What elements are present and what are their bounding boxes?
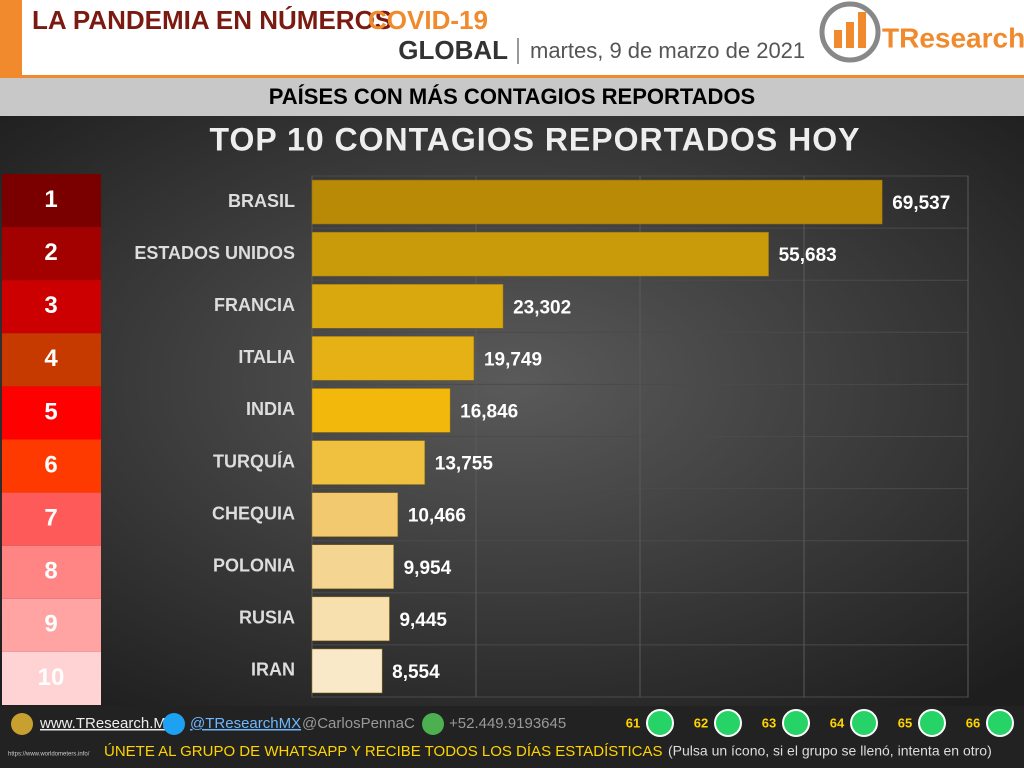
bar <box>311 648 383 694</box>
rank-cell <box>2 333 101 387</box>
rank-cell <box>2 439 101 493</box>
category-label: TURQUÍA <box>213 450 295 471</box>
cta-note: (Pulsa un ícono, si el grupo se llenó, i… <box>668 743 992 759</box>
rank-label: 6 <box>44 451 57 478</box>
category-label: FRANCIA <box>214 295 295 315</box>
whatsapp-button[interactable] <box>850 709 878 737</box>
rank-cell <box>2 598 101 652</box>
web-icon <box>11 713 33 735</box>
whatsapp-button[interactable] <box>714 709 742 737</box>
group-number: 63 <box>762 715 776 730</box>
value-label: 55,683 <box>779 245 837 266</box>
rank-label: 1 <box>44 186 57 213</box>
logo-text: TResearch <box>882 22 1024 53</box>
rank-cell <box>2 386 101 440</box>
twitter-link[interactable]: @TResearchMX <box>190 715 301 732</box>
logo-bar <box>858 12 866 48</box>
whatsapp-button[interactable] <box>782 709 810 737</box>
rank-label: 3 <box>44 292 57 319</box>
value-label: 19,749 <box>484 349 542 370</box>
rank-label: 9 <box>44 611 57 638</box>
accent-strip <box>0 0 22 75</box>
group-number: 65 <box>898 715 912 730</box>
rank-cell <box>2 651 101 705</box>
rank-label: 2 <box>44 239 57 266</box>
bar <box>311 544 394 589</box>
rank-cell <box>2 492 101 546</box>
whatsapp-button[interactable] <box>986 709 1014 737</box>
category-label: ESTADOS UNIDOS <box>134 243 295 263</box>
value-label: 9,954 <box>404 558 452 579</box>
rank-label: 10 <box>38 664 65 691</box>
chart-title: TOP 10 CONTAGIOS REPORTADOS HOY <box>210 121 861 157</box>
value-label: 9,445 <box>399 610 447 631</box>
bar <box>311 388 451 433</box>
category-label: ITALIA <box>238 347 295 367</box>
bar <box>311 231 769 277</box>
bar <box>311 336 475 381</box>
rank-label: 8 <box>44 558 57 585</box>
category-label: CHEQUIA <box>212 503 295 523</box>
category-label: BRASIL <box>228 191 295 211</box>
value-label: 10,466 <box>408 506 466 527</box>
header-date: martes, 9 de marzo de 2021 <box>530 38 805 63</box>
source: https://www.worldometers.info/ <box>8 752 90 758</box>
logo-bar <box>846 22 854 48</box>
bar <box>311 492 399 537</box>
rank-cell <box>2 545 101 599</box>
header-title: LA PANDEMIA EN NÚMEROS <box>32 5 392 35</box>
header-scope: GLOBAL <box>398 35 508 65</box>
phone: +52.449.9193645 <box>449 715 566 732</box>
whatsapp-button[interactable] <box>918 709 946 737</box>
category-label: POLONIA <box>213 556 295 576</box>
category-label: RUSIA <box>239 608 295 628</box>
bar <box>311 596 390 642</box>
logo-bar <box>834 30 842 48</box>
cta: ÚNETE AL GRUPO DE WHATSAPP Y RECIBE TODO… <box>104 743 662 760</box>
whatsapp-button[interactable] <box>646 709 674 737</box>
twitter2: @CarlosPennaC <box>302 715 415 732</box>
value-label: 13,755 <box>435 454 494 475</box>
value-label: 69,537 <box>892 193 950 214</box>
value-label: 23,302 <box>513 297 571 318</box>
group-number: 64 <box>830 715 845 730</box>
bar <box>311 440 426 485</box>
rank-cell <box>2 280 101 334</box>
category-label: INDIA <box>246 399 295 419</box>
banner <box>0 78 1024 116</box>
header-topic: COVID-19 <box>368 5 488 35</box>
rank-label: 7 <box>44 504 57 531</box>
twitter-icon <box>163 713 185 735</box>
rank-label: 4 <box>44 345 58 372</box>
banner-text: PAÍSES CON MÁS CONTAGIOS REPORTADOS <box>269 84 755 109</box>
bar <box>311 179 883 225</box>
rank-label: 5 <box>44 398 57 425</box>
chart: 1 2 3 4 5 6 7 8 9 10 BRASIL 69,537 ESTADOS UNIDOS 55,… <box>2 174 969 705</box>
value-label: 16,846 <box>460 401 518 422</box>
group-number: 62 <box>694 715 708 730</box>
group-number: 66 <box>966 715 980 730</box>
category-label: IRAN <box>251 660 295 680</box>
logo-ring <box>819 1 881 63</box>
rank-cell <box>2 174 101 228</box>
phone-icon <box>422 713 444 735</box>
site-link[interactable]: www.TResearch.Mx <box>39 715 174 732</box>
header-rule <box>0 75 1024 78</box>
bar <box>311 284 504 329</box>
rank-cell <box>2 227 101 281</box>
value-label: 8,554 <box>392 662 440 683</box>
group-number: 61 <box>626 715 640 730</box>
